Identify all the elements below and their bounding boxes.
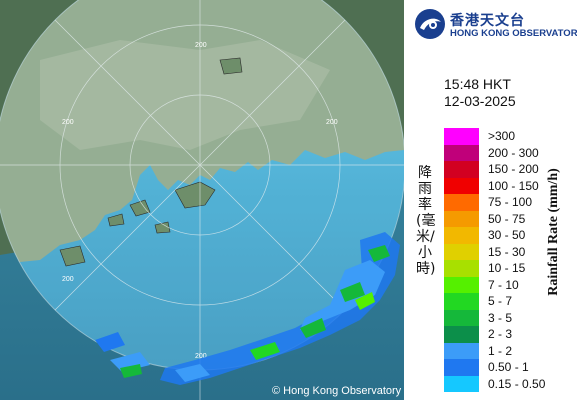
legend-row: >300 <box>444 128 569 145</box>
legend-row: 30 - 50 <box>444 227 569 244</box>
legend-row: 0.15 - 0.50 <box>444 375 569 392</box>
ring-label-west: 200 <box>62 119 74 126</box>
legend-swatch <box>444 293 479 310</box>
legend-row: 200 - 300 <box>444 144 569 161</box>
legend-swatch <box>444 276 479 293</box>
rainfall-legend: >300 200 - 300 150 - 200 100 - 150 75 - 100 5… <box>444 128 569 392</box>
hko-logo-icon <box>415 9 445 39</box>
ring-label-southwest: 200 <box>62 276 74 283</box>
hko-logo: 香港天文台 HONG KONG OBSERVATORY <box>412 6 577 44</box>
legend-swatch <box>444 260 479 277</box>
rain-echoes <box>95 232 400 385</box>
legend-label: 3 - 5 <box>488 310 513 325</box>
logo-chinese-name: 香港天文台 <box>450 13 525 29</box>
legend-row: 150 - 200 <box>444 161 569 178</box>
ring-label-south: 200 <box>195 353 207 360</box>
legend-row: 15 - 30 <box>444 243 569 260</box>
legend-swatch <box>444 144 479 161</box>
legend-swatch <box>444 177 479 194</box>
legend-label: 1 - 2 <box>488 343 513 358</box>
legend-label: 50 - 75 <box>488 211 526 226</box>
legend-title-english: Rainfall Rate (mm/h) <box>546 168 561 296</box>
legend-swatch <box>444 326 479 343</box>
legend-title-chinese: 降雨率(毫米/小時) <box>416 165 436 277</box>
legend-row: 50 - 75 <box>444 210 569 227</box>
islands <box>59 57 243 267</box>
legend-label: 5 - 7 <box>488 294 513 308</box>
logo-english-name: HONG KONG OBSERVATORY <box>450 28 577 39</box>
radar-map: 200 200 200 200 200 © Hong Kong Observat… <box>0 0 404 400</box>
legend-label: 10 - 15 <box>488 261 526 275</box>
legend-row: 1 - 2 <box>444 342 569 359</box>
legend-swatch <box>444 194 479 211</box>
legend-swatch <box>444 210 479 227</box>
legend-swatch <box>444 309 479 326</box>
legend-swatch <box>444 161 479 178</box>
legend-label: 15 - 30 <box>488 244 526 259</box>
copyright-text: © Hong Kong Observatory <box>272 385 402 397</box>
legend-label: 0.50 - 1 <box>488 360 529 374</box>
legend-swatch <box>444 359 479 376</box>
legend-row: 5 - 7 <box>444 293 569 310</box>
time-date: 12-03-2025 <box>444 93 516 109</box>
land-highlight <box>40 40 330 150</box>
legend-row: 100 - 150 <box>444 177 569 194</box>
legend-label: 200 - 300 <box>488 145 539 160</box>
legend-label: 150 - 200 <box>488 162 539 176</box>
legend-swatch <box>444 243 479 260</box>
legend-swatch <box>444 342 479 359</box>
legend-row: 3 - 5 <box>444 309 569 326</box>
legend-label: 7 - 10 <box>488 277 519 292</box>
legend-swatch <box>444 375 479 392</box>
legend-row: 0.50 - 1 <box>444 359 569 376</box>
legend-label: 75 - 100 <box>488 195 533 209</box>
legend-swatch <box>444 227 479 244</box>
time-clock: 15:48 HKT <box>444 76 511 92</box>
legend-swatch <box>444 128 479 145</box>
ring-label-east: 200 <box>326 119 338 126</box>
legend-label: 0.15 - 0.50 <box>488 376 546 391</box>
legend-row: 75 - 100 <box>444 194 569 211</box>
legend-row: 7 - 10 <box>444 276 569 293</box>
legend-label: 100 - 150 <box>488 178 539 193</box>
legend-label: 30 - 50 <box>488 228 526 242</box>
legend-label: 2 - 3 <box>488 327 513 341</box>
legend-label: >300 <box>488 129 516 143</box>
legend-panel: 香港天文台 HONG KONG OBSERVATORY 15:48 HKT 12… <box>404 0 577 400</box>
legend-row: 2 - 3 <box>444 326 569 343</box>
timestamp: 15:48 HKT 12-03-2025 <box>444 76 516 110</box>
ring-label-north: 200 <box>195 42 207 49</box>
legend-row: 10 - 15 <box>444 260 569 277</box>
